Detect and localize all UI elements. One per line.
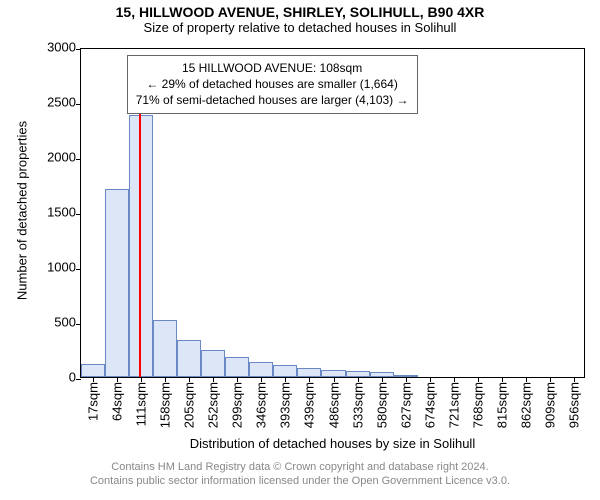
xtick-label: 299sqm [230,382,245,428]
histogram-bar [153,320,177,377]
info-box-line-1: 15 HILLWOOD AVENUE: 108sqm [136,60,409,76]
histogram-bar [273,365,297,377]
info-box-line-3: 71% of semi-detached houses are larger (… [136,92,409,108]
xtick-label: 533sqm [350,382,365,428]
chart-subtitle: Size of property relative to detached ho… [0,20,600,35]
histogram-bar [225,357,249,377]
xtick-label: 674sqm [422,382,437,428]
property-marker-line [139,96,141,377]
ytick-label: 2000 [47,150,76,165]
xtick-label: 64sqm [110,382,125,421]
xtick-label: 909sqm [542,382,557,428]
xtick-label: 158sqm [158,382,173,428]
ytick-mark [76,104,81,105]
y-axis-label: Number of detached properties [15,46,30,376]
xtick-label: 111sqm [134,382,149,426]
ytick-label: 0 [69,370,76,385]
ytick-mark [76,269,81,270]
x-axis-label: Distribution of detached houses by size … [80,436,585,451]
info-box: 15 HILLWOOD AVENUE: 108sqm← 29% of detac… [127,55,418,114]
ytick-mark [76,379,81,380]
histogram-bar [321,370,345,377]
xtick-label: 252sqm [206,382,221,428]
plot-area: 05001000150020002500300017sqm64sqm111sqm… [80,48,585,378]
ytick-label: 500 [54,315,76,330]
ytick-mark [76,159,81,160]
ytick-label: 1000 [47,260,76,275]
xtick-label: 486sqm [326,382,341,428]
ytick-label: 2500 [47,95,76,110]
xtick-label: 721sqm [446,382,461,428]
xtick-label: 393sqm [278,382,293,428]
histogram-bar [201,350,225,378]
info-box-line-2: ← 29% of detached houses are smaller (1,… [136,76,409,92]
ytick-mark [76,214,81,215]
xtick-label: 17sqm [86,382,101,421]
ytick-label: 1500 [47,205,76,220]
histogram-bar [346,371,370,377]
ytick-mark [76,49,81,50]
chart-footer: Contains HM Land Registry data © Crown c… [0,460,600,489]
histogram-bar [177,340,201,377]
xtick-label: 439sqm [302,382,317,428]
histogram-bar [81,364,105,377]
ytick-mark [76,324,81,325]
xtick-label: 862sqm [518,382,533,428]
xtick-label: 346sqm [254,382,269,428]
histogram-bar [249,362,273,377]
xtick-label: 205sqm [182,382,197,428]
footer-line-2: Contains public sector information licen… [0,474,600,488]
xtick-label: 956sqm [566,382,581,428]
histogram-bar [105,189,129,377]
footer-line-1: Contains HM Land Registry data © Crown c… [0,460,600,474]
histogram-bar [129,115,153,377]
ytick-label: 3000 [47,40,76,55]
xtick-label: 768sqm [470,382,485,428]
xtick-label: 580sqm [374,382,389,428]
histogram-bar [394,375,418,377]
histogram-bar [297,368,321,377]
chart-title: 15, HILLWOOD AVENUE, SHIRLEY, SOLIHULL, … [0,0,600,20]
xtick-label: 627sqm [398,382,413,428]
histogram-bar [370,372,394,377]
xtick-label: 815sqm [494,382,509,428]
